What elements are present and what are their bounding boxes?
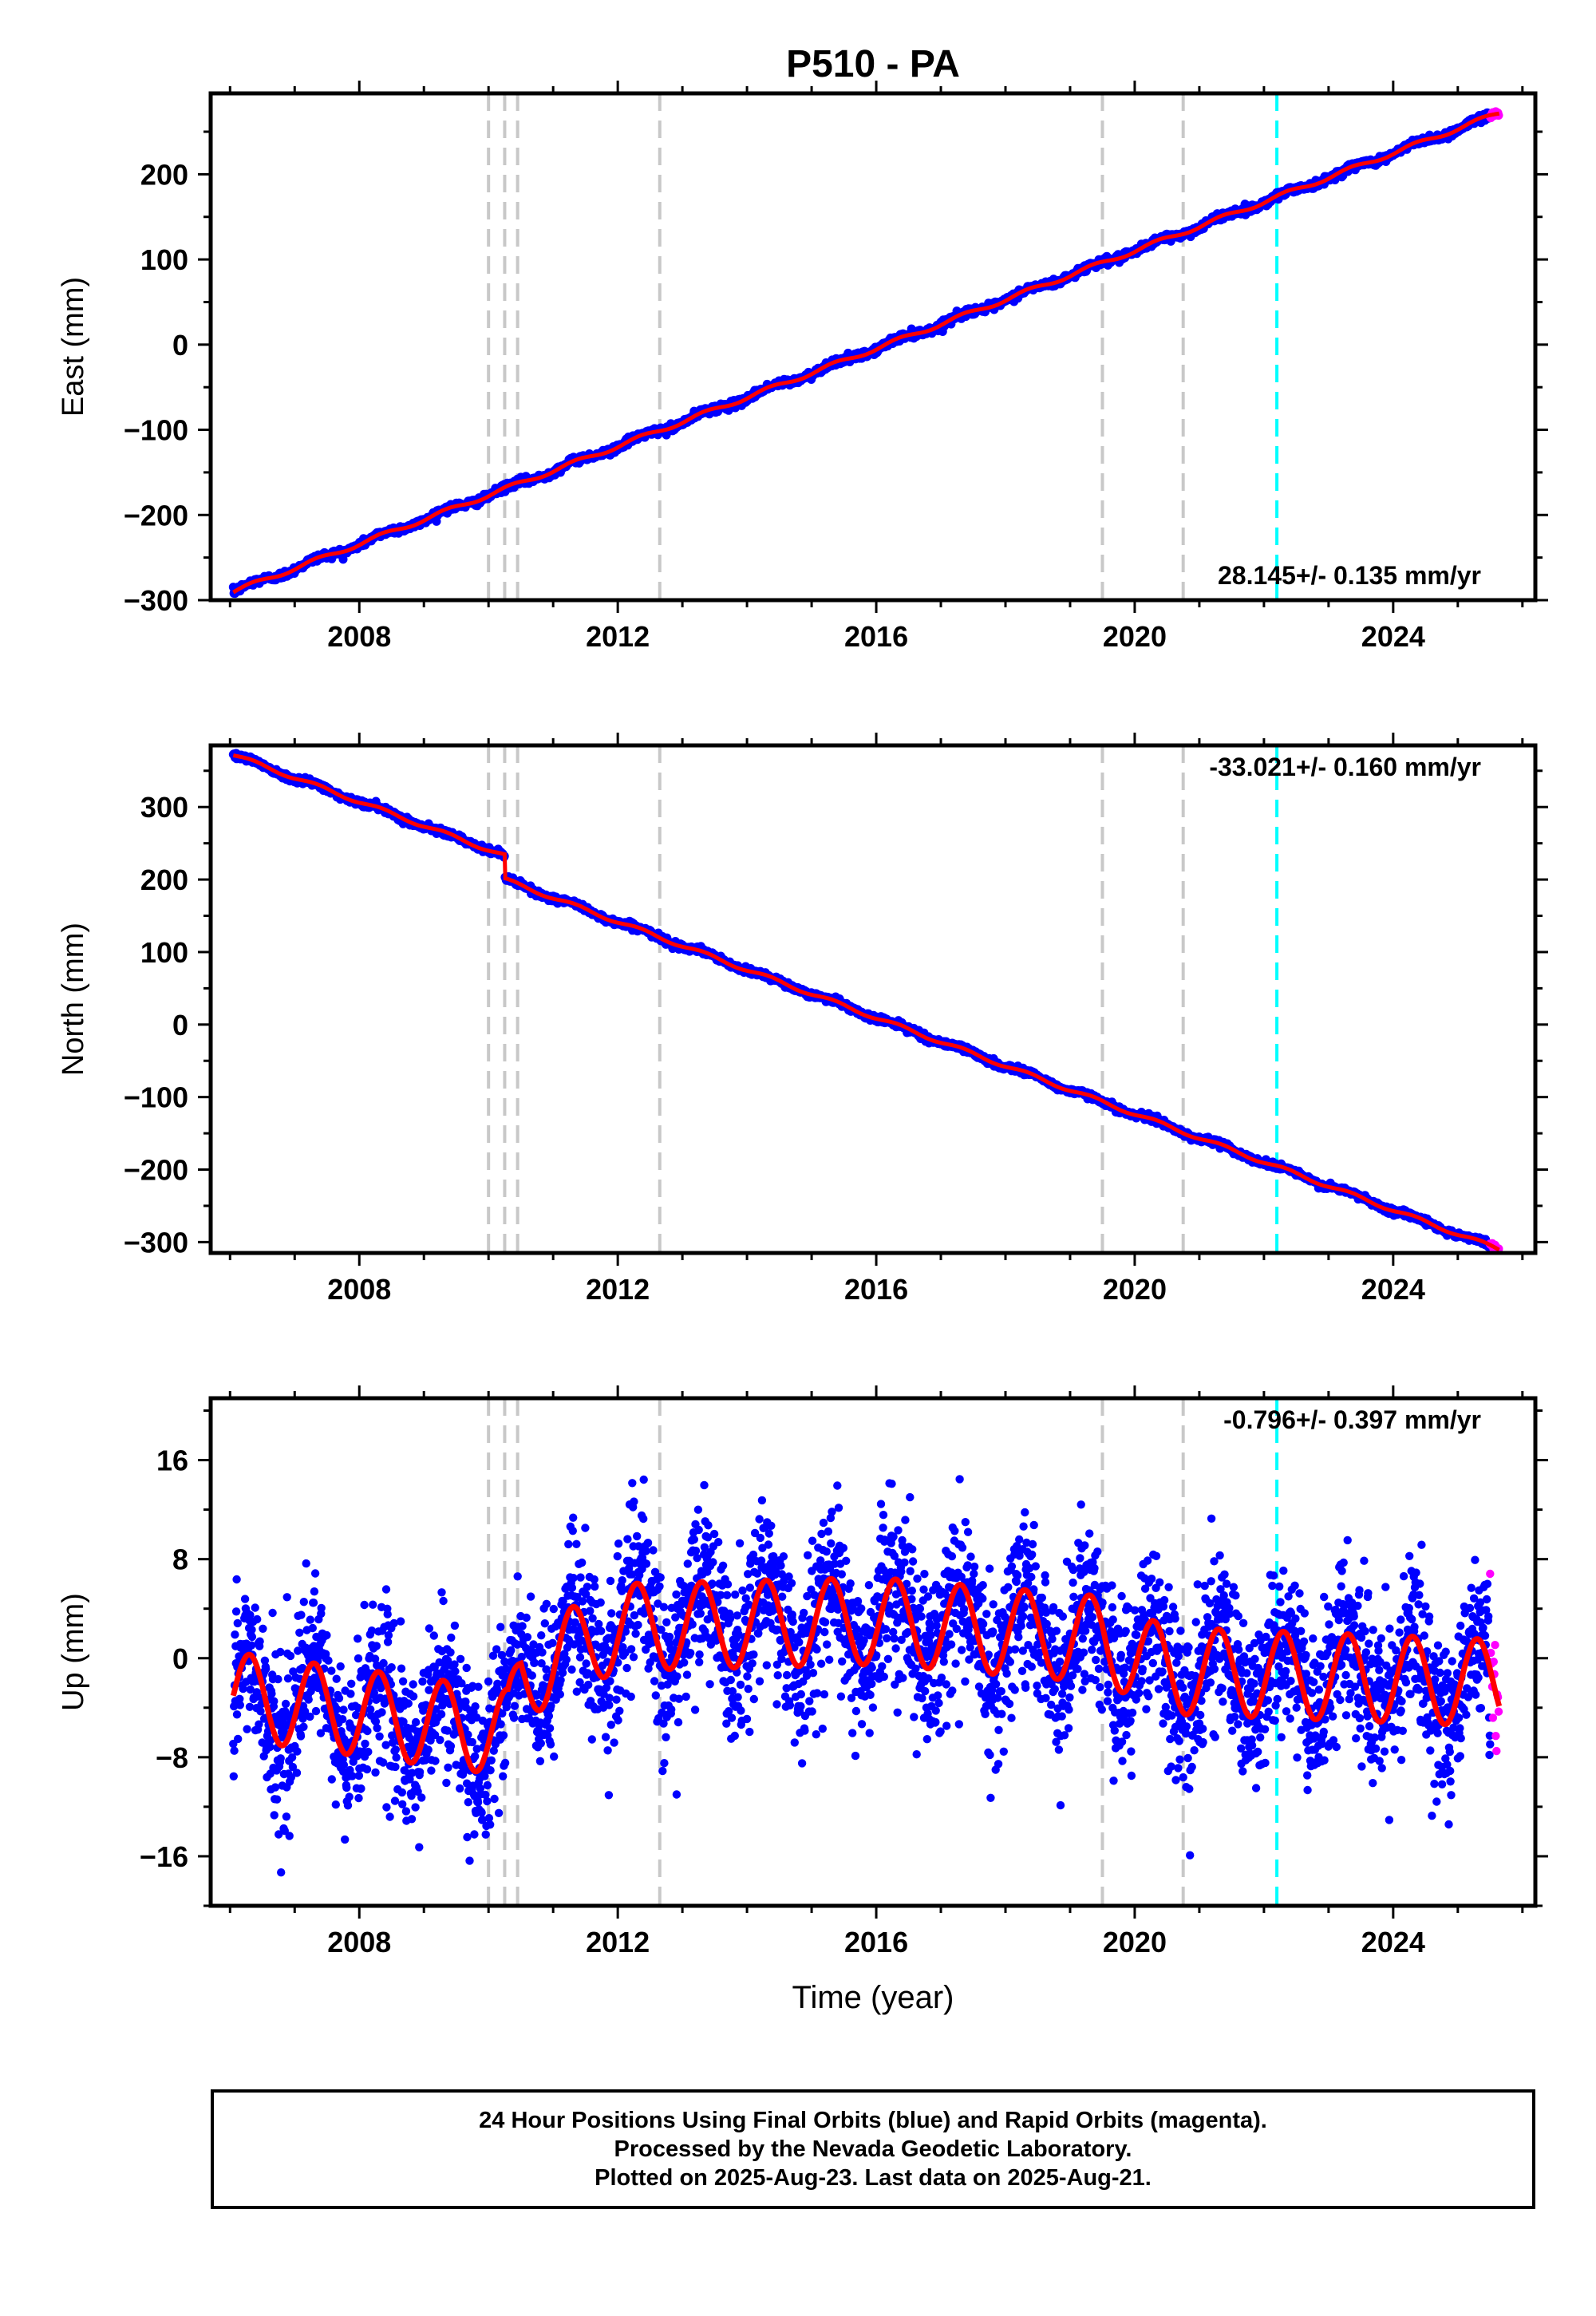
final-orbit-point	[235, 1701, 244, 1709]
east-panel: 2008 2012 2016 2020 2024 −300 −200 −100 0 100 200 E…	[57, 81, 1548, 653]
final-orbit-point	[302, 1559, 310, 1568]
x-tick-label: 2020	[1103, 620, 1167, 653]
final-orbit-point	[297, 1611, 306, 1619]
final-orbit-point	[296, 1732, 306, 1741]
final-orbit-point	[267, 1690, 276, 1698]
x-tick-label: 2012	[586, 620, 650, 653]
north-rate-label: -33.021+/- 0.160 mm/yr	[1209, 753, 1481, 781]
final-orbit-point	[336, 1662, 345, 1671]
final-orbit-point	[247, 1632, 257, 1642]
final-orbit-point	[274, 1674, 282, 1684]
final-orbit-point	[285, 1832, 294, 1840]
final-orbit-point	[322, 1630, 331, 1640]
final-orbit-point	[286, 1651, 295, 1661]
x-tick-label: 2024	[1361, 1273, 1425, 1306]
final-orbit-point	[293, 1747, 302, 1756]
east-frame	[208, 91, 1538, 603]
final-orbit-point	[331, 1800, 340, 1809]
final-orbit-point	[229, 1772, 238, 1780]
y-tick-label: 0	[172, 1009, 188, 1041]
final-orbit-point	[299, 1598, 308, 1607]
y-tick-label: 0	[172, 329, 188, 362]
final-orbit-point	[317, 1603, 326, 1613]
east-y-axis-label: East (mm)	[57, 277, 90, 417]
y-tick-label: 100	[140, 243, 188, 276]
final-orbit-point	[309, 1599, 318, 1607]
final-orbit-point	[253, 1614, 262, 1624]
final-orbit-point	[327, 1775, 336, 1784]
final-orbit-point	[247, 1625, 256, 1634]
east-model-fit-line	[232, 111, 1500, 595]
x-tick-label: 2020	[1103, 1273, 1167, 1306]
y-tick-label: −300	[124, 584, 188, 617]
final-orbit-point	[324, 1656, 333, 1665]
x-tick-label: 2016	[844, 1273, 908, 1306]
up-plot-area	[229, 1398, 1503, 1906]
final-orbit-point	[277, 1868, 286, 1877]
y-tick-label: −300	[124, 1226, 188, 1259]
final-orbit-point	[334, 1694, 344, 1703]
final-orbit-point	[247, 1641, 256, 1650]
final-orbit-point	[308, 1623, 317, 1633]
final-orbit-point	[295, 1628, 304, 1637]
final-orbit-point	[232, 1710, 242, 1719]
y-tick-label: 300	[140, 791, 188, 824]
final-orbit-point	[272, 1795, 282, 1804]
x-tick-label: 2008	[327, 620, 391, 653]
final-orbit-point	[310, 1587, 319, 1596]
final-orbit-point	[231, 1607, 241, 1616]
final-orbit-point	[339, 1705, 348, 1714]
y-tick-label: −100	[124, 1081, 188, 1114]
final-orbit-point	[231, 1630, 239, 1639]
final-orbit-point	[243, 1725, 251, 1733]
final-orbit-point	[232, 1575, 241, 1584]
final-orbit-point	[230, 1746, 239, 1755]
x-tick-label: 2012	[586, 1273, 650, 1306]
y-tick-label: 200	[140, 864, 188, 896]
y-tick-label: 100	[140, 936, 188, 969]
north-y-axis-label: North (mm)	[57, 923, 90, 1076]
final-orbit-point	[276, 1647, 285, 1657]
final-orbit-point	[251, 1603, 259, 1612]
final-orbit-point	[306, 1615, 314, 1624]
final-orbit-point	[338, 1715, 347, 1724]
final-orbit-point	[327, 1666, 336, 1675]
y-tick-label: −100	[124, 414, 188, 447]
x-tick-label: 2024	[1361, 620, 1425, 653]
final-orbit-point	[332, 1674, 341, 1683]
final-orbit-point	[282, 1812, 291, 1821]
x-tick-label: 2008	[327, 1273, 391, 1306]
final-orbit-point	[270, 1811, 279, 1820]
final-orbit-point	[259, 1624, 267, 1634]
east-plot-area	[228, 93, 1503, 600]
y-tick-label: 200	[140, 158, 188, 191]
final-orbit-point	[311, 1706, 321, 1716]
final-orbit-point	[233, 1618, 242, 1628]
final-orbit-point	[292, 1769, 302, 1777]
north-panel: 2008 2012 2016 2020 2024 −300 −200 −100 0 100 200 3…	[57, 733, 1548, 1306]
final-orbit-point	[276, 1754, 285, 1763]
y-tick-label: −200	[124, 1154, 188, 1187]
final-orbit-point	[282, 1593, 291, 1602]
final-orbit-point	[299, 1722, 308, 1731]
final-orbit-point	[304, 1695, 313, 1704]
final-orbit-point	[262, 1665, 271, 1674]
final-orbit-point	[281, 1699, 290, 1709]
final-orbit-point	[271, 1783, 280, 1792]
final-orbit-point	[310, 1569, 320, 1578]
y-tick-label: −200	[124, 499, 188, 532]
final-orbit-point	[255, 1637, 264, 1646]
east-rate-label: 28.145+/- 0.135 mm/yr	[1218, 561, 1481, 590]
final-orbit-point	[234, 1734, 243, 1744]
final-orbit-point	[283, 1674, 293, 1683]
final-orbit-point	[268, 1608, 277, 1618]
up-final-orbit-points	[229, 1475, 1495, 1877]
figure-title: P510 - PA	[786, 43, 960, 85]
north-plot-area	[228, 745, 1503, 1253]
x-tick-label: 2016	[844, 620, 908, 653]
final-orbit-point	[240, 1595, 250, 1603]
final-orbit-point	[270, 1697, 279, 1705]
